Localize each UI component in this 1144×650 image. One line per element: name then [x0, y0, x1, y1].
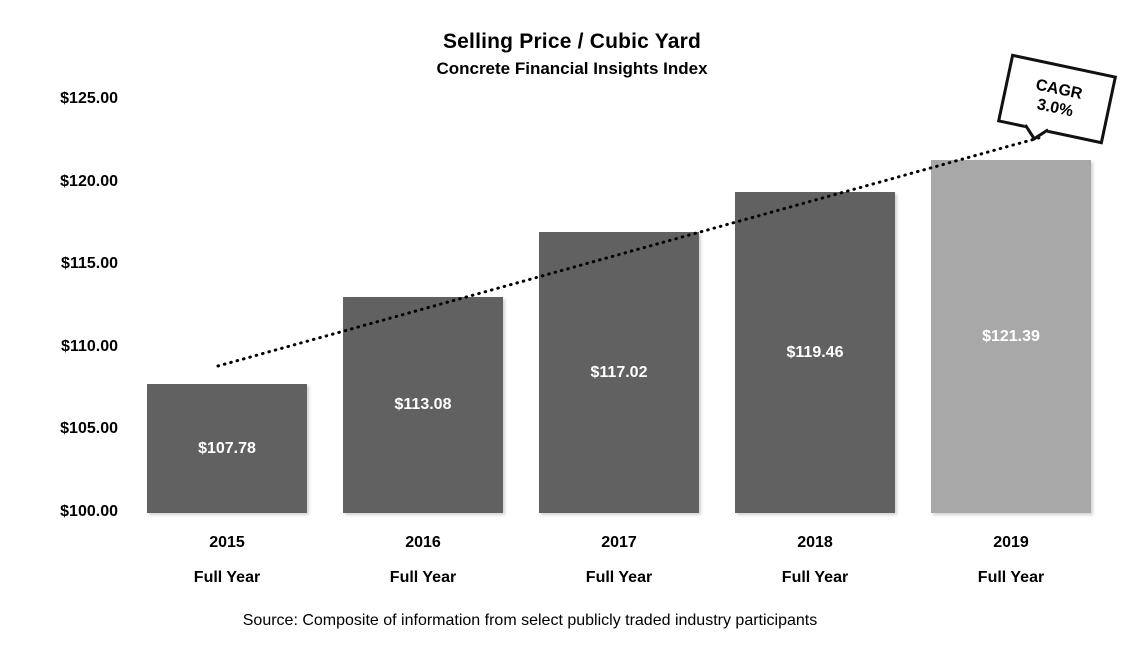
x-axis: 2015 Full Year 2016 Full Year 2017 Full Year 2…: [147, 513, 1091, 608]
x-tick-year: 2018: [797, 534, 833, 551]
bar-value-label: $107.78: [198, 439, 256, 457]
bar-value-label: $121.39: [982, 327, 1040, 345]
x-tick-2015: 2015 Full Year: [129, 513, 325, 587]
x-tick-year: 2017: [601, 534, 637, 551]
x-tick-year: 2015: [209, 534, 245, 551]
x-tick-2017: 2017 Full Year: [521, 513, 717, 587]
chart-title: Selling Price / Cubic Yard: [442, 30, 702, 53]
bar-2018: $119.46: [735, 192, 895, 513]
bar-2015: $107.78: [147, 384, 307, 513]
plot-area: $107.78 $113.08 $117.02 $119.46 $121.39: [147, 100, 1091, 513]
x-tick-period: Full Year: [977, 569, 1045, 586]
x-tick-year: 2019: [993, 534, 1029, 551]
y-tick-label: $105.00: [60, 420, 118, 437]
x-tick-period: Full Year: [193, 569, 261, 586]
y-tick-label: $125.00: [60, 90, 118, 107]
x-tick-year: 2016: [405, 534, 441, 551]
y-tick-label: $120.00: [60, 173, 118, 190]
bar-2019: $121.39: [931, 160, 1091, 513]
bar-value-label: $119.46: [786, 343, 844, 361]
y-tick-label: $115.00: [61, 255, 118, 272]
bar-value-label: $117.02: [590, 363, 648, 381]
x-tick-period: Full Year: [389, 569, 457, 586]
chart-subtitle: Concrete Financial Insights Index: [436, 59, 708, 78]
x-tick-2018: 2018 Full Year: [717, 513, 913, 587]
x-tick-period: Full Year: [781, 569, 849, 586]
bar-2016: $113.08: [343, 297, 503, 513]
bar-2017: $117.02: [539, 232, 699, 513]
bar-value-label: $113.08: [394, 396, 452, 413]
source-note: Source: Composite of information from se…: [242, 612, 818, 629]
y-tick-label: $110.00: [61, 338, 118, 355]
x-tick-2019: 2019 Full Year: [913, 513, 1109, 587]
x-tick-2016: 2016 Full Year: [325, 513, 521, 587]
x-tick-period: Full Year: [585, 569, 653, 586]
y-tick-label: $100.00: [60, 503, 118, 520]
y-axis: $125.00 $120.00 $115.00 $110.00 $105.00 $100.…: [22, 90, 118, 520]
